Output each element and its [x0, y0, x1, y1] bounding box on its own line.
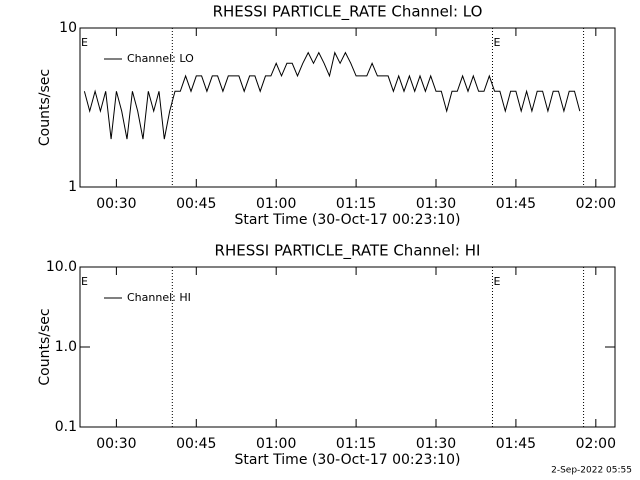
x-tick-label: 00:30	[96, 196, 136, 212]
y-axis-label: Counts/sec	[37, 308, 53, 385]
x-tick-label: 00:45	[176, 196, 216, 212]
chart-title: RHESSI PARTICLE_RATE Channel: HI	[215, 242, 481, 261]
x-tick-label: 02:00	[576, 436, 616, 452]
x-tick-label: 01:15	[336, 436, 376, 452]
x-tick-label: 01:15	[336, 196, 376, 212]
x-tick-label: 01:30	[416, 196, 456, 212]
y-tick-label: 10.0	[46, 259, 77, 275]
x-tick-label: 01:30	[416, 436, 456, 452]
chart-title: RHESSI PARTICLE_RATE Channel: LO	[213, 3, 483, 22]
data-line	[83, 51, 581, 140]
plot-frame	[79, 27, 616, 188]
annotation: E	[493, 275, 500, 288]
y-tick-label: 0.1	[55, 419, 77, 435]
x-axis-label: Start Time (30-Oct-17 00:23:10)	[235, 452, 461, 468]
y-tick-label: 10	[59, 20, 77, 36]
x-tick-label: 02:00	[576, 196, 616, 212]
footer-date: 2-Sep-2022 05:55	[551, 466, 632, 476]
annotation: E	[81, 275, 88, 288]
annotation: E	[493, 36, 500, 49]
legend-label: Channel: HI	[127, 291, 191, 304]
x-tick-label: 01:45	[496, 436, 536, 452]
y-axis-label: Counts/sec	[37, 69, 53, 146]
x-axis-label: Start Time (30-Oct-17 00:23:10)	[235, 212, 461, 228]
x-tick-label: 01:45	[496, 196, 536, 212]
legend-label: Channel: LO	[127, 52, 194, 65]
x-tick-label: 00:30	[96, 436, 136, 452]
x-tick-label: 01:00	[256, 436, 296, 452]
y-tick-label: 1	[68, 179, 77, 195]
x-tick-label: 01:00	[256, 196, 296, 212]
x-tick-label: 00:45	[176, 436, 216, 452]
annotation: E	[81, 36, 88, 49]
y-tick-label: 1.0	[55, 339, 77, 355]
